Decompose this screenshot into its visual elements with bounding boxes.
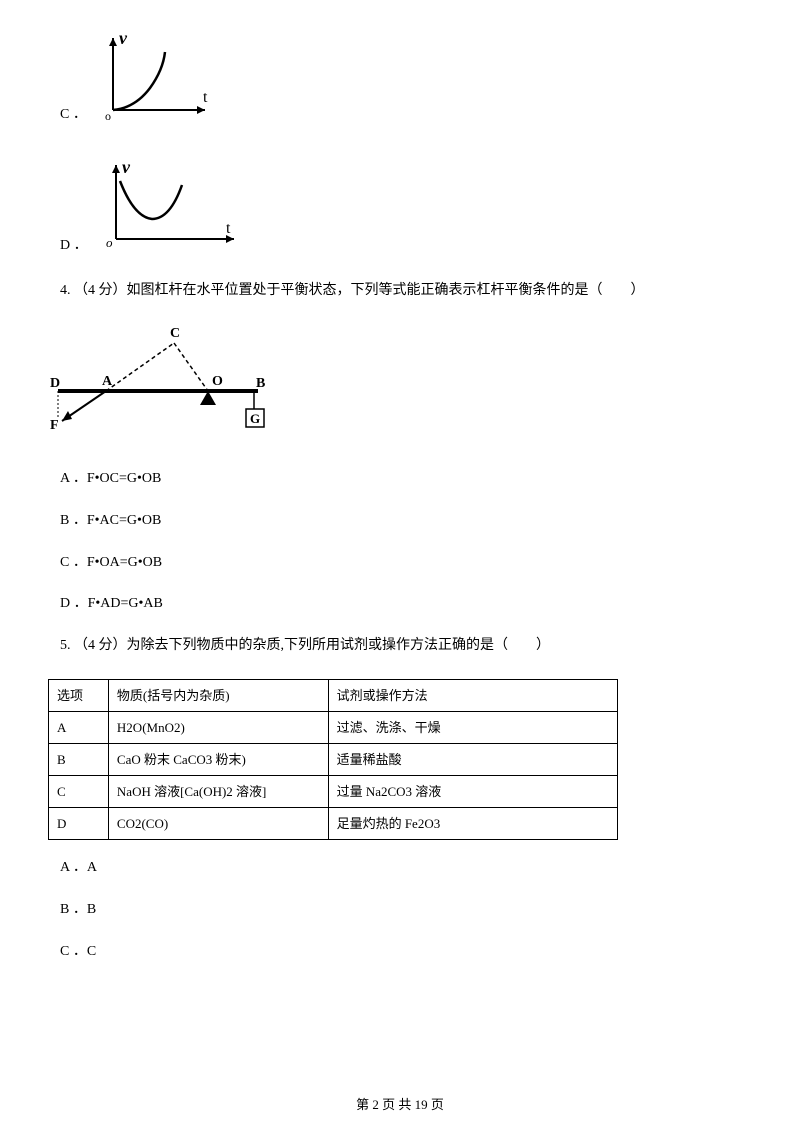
q5-choice-b[interactable]: B ．B [60,900,752,920]
q5-choice-a[interactable]: A ．A [60,858,752,878]
cell: 过滤、洗涤、干燥 [328,712,617,744]
svg-text:F: F [50,418,59,433]
q4-choice-d[interactable]: D ．F•AD=G•AB [60,594,752,614]
question-4-text: 4. （4 分）如图杠杆在水平位置处于平衡状态，下列等式能正确表示杠杆平衡条件的… [60,281,752,301]
option-d-label: D ． [60,236,88,256]
table-row: A H2O(MnO2) 过滤、洗涤、干燥 [49,712,618,744]
svg-text:A: A [102,374,113,389]
svg-text:G: G [250,411,260,426]
th-substance: 物质(括号内为杂质) [108,680,328,712]
table-row: C NaOH 溶液[Ca(OH)2 溶液] 过量 Na2CO3 溶液 [49,776,618,808]
q5-choice-c[interactable]: C ．C [60,942,752,962]
cell: H2O(MnO2) [108,712,328,744]
svg-text:t: t [203,89,208,106]
q4-choice-a[interactable]: A ．F•OC=G•OB [60,469,752,489]
option-d-row: D ． v t o [60,157,752,260]
svg-text:o: o [106,235,113,250]
table-row: B CaO 粉末 CaCO3 粉末) 适量稀盐酸 [49,744,618,776]
th-method: 试剂或操作方法 [328,680,617,712]
cell: CO2(CO) [108,808,328,840]
cell: 过量 Na2CO3 溶液 [328,776,617,808]
impurity-table: 选项 物质(括号内为杂质) 试剂或操作方法 A H2O(MnO2) 过滤、洗涤、… [48,679,618,840]
svg-text:o: o [105,109,111,122]
option-c-row: C ． v t o [60,30,752,129]
lever-diagram-icon: C D A O B F G [48,325,288,435]
cell: NaOH 溶液[Ca(OH)2 溶液] [108,776,328,808]
svg-text:C: C [170,326,180,341]
option-c-label: C ． [60,105,87,125]
page-footer: 第 2 页 共 19 页 [0,1096,800,1114]
cell: 足量灼热的 Fe2O3 [328,808,617,840]
cell: B [49,744,109,776]
q4-choice-b[interactable]: B ．F•AC=G•OB [60,511,752,531]
cell: CaO 粉末 CaCO3 粉末) [108,744,328,776]
svg-text:B: B [256,376,265,391]
cell: 适量稀盐酸 [328,744,617,776]
q4-choice-c[interactable]: C ．F•OA=G•OB [60,553,752,573]
svg-text:t: t [226,220,231,237]
table-row: D CO2(CO) 足量灼热的 Fe2O3 [49,808,618,840]
vt-graph-d-icon: v t o [96,157,246,253]
svg-text:D: D [50,376,60,391]
svg-text:v: v [119,30,128,48]
question-5-text: 5. （4 分）为除去下列物质中的杂质,下列所用试剂或操作方法正确的是（ ） [60,636,752,656]
cell: D [49,808,109,840]
graph-c: v t o [95,30,215,129]
graph-d: v t o [96,157,246,260]
cell: A [49,712,109,744]
svg-text:O: O [212,374,223,389]
lever-diagram: C D A O B F G [48,325,752,442]
vt-graph-c-icon: v t o [95,30,215,122]
table-header-row: 选项 物质(括号内为杂质) 试剂或操作方法 [49,680,618,712]
cell: C [49,776,109,808]
svg-text:v: v [122,157,131,177]
th-option: 选项 [49,680,109,712]
